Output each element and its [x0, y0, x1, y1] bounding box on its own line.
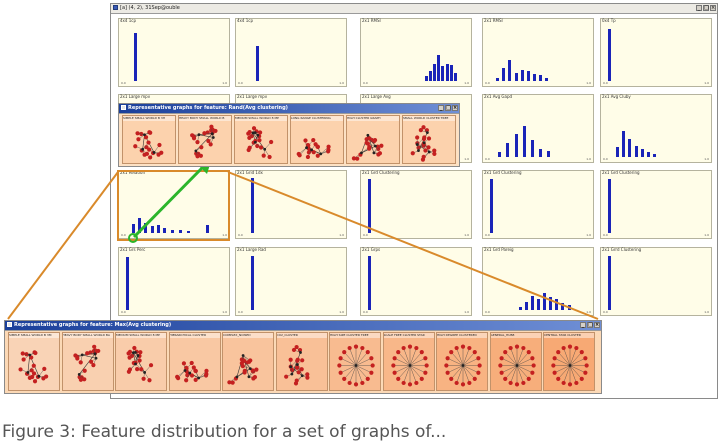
connector-line-left: [8, 172, 118, 319]
graph-thumbnail[interactable]: HIGH CLUSTER GRAPH: [346, 115, 400, 164]
graph-thumbnail[interactable]: HIGH SIZE CLUSTER TREE: [329, 332, 381, 391]
graph-thumbnail[interactable]: LONG RANGE CLUSTERING: [290, 115, 344, 164]
graph-thumbnail[interactable]: CENTRAL STAR CLUSTER: [543, 332, 595, 391]
popup-large-titlebar[interactable]: Representative graphs for feature: Max(A…: [5, 321, 601, 331]
graph-thumbnail[interactable]: GENERAL_HUB8: [490, 332, 542, 391]
popup-large-maximize-button[interactable]: □: [587, 322, 593, 328]
graph-drawing: [384, 333, 435, 391]
graph-drawing: [403, 116, 456, 164]
drilldown-arrow: [134, 166, 204, 237]
graph-drawing: [291, 116, 344, 164]
graph-drawing: [63, 333, 114, 391]
popup-large-minimize-button[interactable]: _: [580, 322, 586, 328]
graph-drawing: [277, 333, 328, 391]
graph-drawing: [179, 116, 232, 164]
graph-thumbnail[interactable]: MEDIUM SMALL WORLD 8 MP: [115, 332, 167, 391]
graph-thumbnail[interactable]: CO2_CLUSTER: [276, 332, 328, 391]
popup-large-close-button[interactable]: ×: [594, 322, 600, 328]
graph-thumbnail[interactable]: COMPLEX_NOISED: [222, 332, 274, 391]
graph-thumbnail[interactable]: SMALL WORLD CLUSTER TREE: [402, 115, 456, 164]
graph-thumbnail[interactable]: HIERARCHICAL CLUSTER: [169, 332, 221, 391]
popup-small-icon: [121, 105, 126, 110]
graph-drawing: [123, 116, 176, 164]
popup-small-close-button[interactable]: ×: [452, 105, 458, 111]
popup-small-titlebar[interactable]: Representative graphs for feature: Rand(…: [119, 104, 459, 114]
graph-drawing: [235, 116, 288, 164]
popup-large: Representative graphs for feature: Max(A…: [4, 320, 602, 394]
popup-small-maximize-button[interactable]: □: [445, 105, 451, 111]
graph-thumbnail[interactable]: HEAVY BODY SMALL WORLD B: [178, 115, 232, 164]
popup-small-title: Representative graphs for feature: Rand(…: [128, 105, 288, 111]
graph-drawing: [437, 333, 488, 391]
graph-thumbnail[interactable]: SIMPLE SMALL WORLD B 3H: [122, 115, 176, 164]
graph-thumbnail[interactable]: HIGH DEGREE CLUSTERED: [436, 332, 488, 391]
graph-drawing: [170, 333, 221, 391]
graph-drawing: [330, 333, 381, 391]
popup-small: Representative graphs for feature: Rand(…: [118, 103, 460, 167]
graph-drawing: [491, 333, 542, 391]
popup-large-title: Representative graphs for feature: Max(A…: [14, 322, 171, 328]
graph-thumbnail[interactable]: SCALE FREE CLUSTER STAR: [383, 332, 435, 391]
popup-small-minimize-button[interactable]: _: [438, 105, 444, 111]
figure-caption: Figure 3: Feature distribution for a set…: [2, 422, 446, 442]
graph-thumbnail[interactable]: MEDIUM SMALL WORLD 8 MP: [234, 115, 288, 164]
graph-thumbnail[interactable]: HEAVY BODY SMALL WORLD BA: [62, 332, 114, 391]
selected-bin-marker: [129, 234, 137, 242]
graph-drawing: [347, 116, 400, 164]
graph-drawing: [544, 333, 595, 391]
graph-drawing: [9, 333, 60, 391]
graph-drawing: [116, 333, 167, 391]
graph-drawing: [223, 333, 274, 391]
graph-thumbnail[interactable]: SIMPLE SMALL WORLD B 3M: [8, 332, 60, 391]
popup-large-icon: [7, 322, 12, 327]
connector-line-right: [228, 172, 598, 319]
